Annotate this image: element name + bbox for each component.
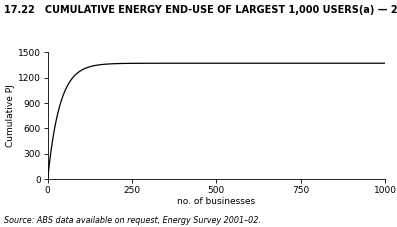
Text: Source: ABS data available on request, Energy Survey 2001–02.: Source: ABS data available on request, E…	[4, 216, 261, 225]
Y-axis label: Cumulative PJ: Cumulative PJ	[6, 84, 15, 147]
X-axis label: no. of businesses: no. of businesses	[177, 197, 255, 206]
Text: 17.22   CUMULATIVE ENERGY END-USE OF LARGEST 1,000 USERS(a) — 2001-02: 17.22 CUMULATIVE ENERGY END-USE OF LARGE…	[4, 5, 397, 15]
